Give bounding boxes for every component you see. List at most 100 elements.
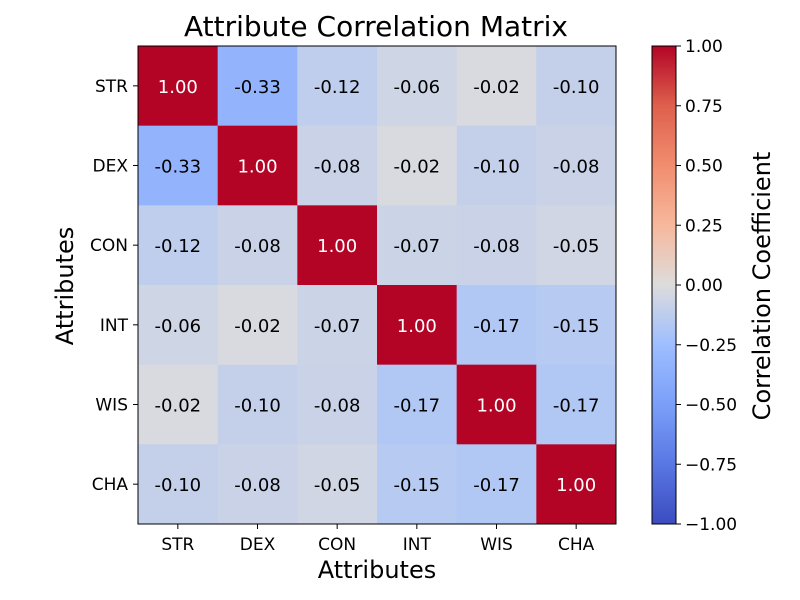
- heatmap-cell: [456, 364, 537, 445]
- colorbar-tick-label: −1.00: [685, 515, 737, 535]
- heatmap-cell-value: 1.00: [237, 157, 277, 178]
- heatmap-cell: [297, 285, 378, 366]
- y-axis-ticks: STR DEX CON INT WIS CHA: [90, 77, 138, 495]
- heatmap-cell-value: -0.12: [314, 77, 361, 98]
- heatmap-cell: [456, 125, 537, 206]
- heatmap-cell-value: -0.05: [314, 475, 361, 496]
- x-tick-label: DEX: [240, 535, 276, 555]
- heatmap-cell-value: -0.10: [155, 475, 202, 496]
- heatmap-cell-value: -0.33: [234, 77, 281, 98]
- heatmap-cell: [377, 285, 458, 366]
- colorbar-tick-label: 0.50: [685, 157, 723, 177]
- heatmap-cell-value: -0.06: [394, 77, 441, 98]
- heatmap-cell: [536, 364, 617, 445]
- heatmap-cell-value: -0.08: [314, 396, 361, 417]
- heatmap-cell: [377, 46, 458, 127]
- heatmap-cell-value: -0.05: [553, 236, 600, 257]
- y-axis-label: Attributes: [51, 227, 79, 345]
- chart-title: Attribute Correlation Matrix: [184, 10, 568, 43]
- heatmap-cell-labels: 1.00 -0.33 -0.12 -0.06 -0.02 -0.10 -0.33 1.00 -0…: [155, 77, 600, 496]
- colorbar-tick-label: 0.00: [685, 276, 723, 296]
- heatmap-cell-value: -0.17: [553, 396, 600, 417]
- colorbar: [651, 45, 677, 525]
- x-tick-label: STR: [161, 535, 194, 555]
- colorbar-ticks: −1.00 −0.75 −0.50 −0.25 0.00 0.25 0.50 0.75 1.00: [676, 37, 737, 535]
- heatmap-cell: [217, 125, 298, 206]
- heatmap-cell-value: 1.00: [476, 396, 516, 417]
- heatmap-cell: [297, 125, 378, 206]
- heatmap-cell-value: 1.00: [556, 475, 596, 496]
- heatmap-cell-value: -0.08: [234, 475, 281, 496]
- heatmap-cell: [456, 285, 537, 366]
- heatmap-cell: [138, 444, 219, 525]
- x-axis-ticks: STR DEX CON INT WIS CHA: [161, 524, 595, 555]
- colorbar-tick-label: −0.25: [685, 336, 737, 356]
- heatmap-cell: [297, 205, 378, 286]
- heatmap-cell-value: -0.17: [473, 316, 520, 337]
- heatmap-cell: [217, 46, 298, 127]
- heatmap-cell: [138, 46, 219, 127]
- heatmap-cell: [297, 46, 378, 127]
- x-tick-label: INT: [403, 535, 432, 555]
- heatmap-cell: [138, 285, 219, 366]
- heatmap-cell: [217, 364, 298, 445]
- heatmap-cell-value: -0.12: [155, 236, 202, 257]
- heatmap-cell-value: -0.02: [473, 77, 520, 98]
- y-tick-label: DEX: [93, 157, 129, 177]
- heatmap-cell-value: -0.07: [314, 316, 361, 337]
- heatmap-cell: [536, 205, 617, 286]
- y-tick-label: CON: [90, 236, 128, 256]
- heatmap-cell-value: -0.10: [473, 157, 520, 178]
- heatmap-cell: [297, 364, 378, 445]
- heatmap-cell: [456, 444, 537, 525]
- heatmap-cell: [377, 444, 458, 525]
- heatmap-cell: [536, 285, 617, 366]
- heatmap-cell: [456, 46, 537, 127]
- heatmap-cell: [217, 444, 298, 525]
- heatmap-cell-value: -0.06: [155, 316, 202, 337]
- heatmap-cell-value: -0.02: [234, 316, 281, 337]
- x-tick-label: WIS: [480, 535, 513, 555]
- heatmap-cell-value: -0.02: [155, 396, 202, 417]
- heatmap-cell: [536, 125, 617, 206]
- colorbar-tick-label: −0.75: [685, 455, 737, 475]
- heatmap-cell: [377, 364, 458, 445]
- heatmap-cell-value: -0.15: [553, 316, 600, 337]
- colorbar-tick-label: 1.00: [685, 37, 723, 57]
- x-tick-label: CON: [318, 535, 356, 555]
- heatmap-cell-value: 1.00: [158, 77, 198, 98]
- colorbar-tick-label: 0.75: [685, 97, 723, 117]
- heatmap-cell: [456, 205, 537, 286]
- heatmap-cells: [138, 46, 617, 525]
- heatmap-cell: [297, 444, 378, 525]
- heatmap-cell-value: -0.08: [234, 236, 281, 257]
- heatmap-cell: [217, 285, 298, 366]
- heatmap-cell: [217, 205, 298, 286]
- heatmap-cell: [138, 205, 219, 286]
- heatmap-cell-value: -0.08: [553, 157, 600, 178]
- heatmap-cell-value: -0.10: [553, 77, 600, 98]
- y-tick-label: STR: [95, 77, 128, 97]
- heatmap-cell: [536, 444, 617, 525]
- colorbar-tick-label: −0.50: [685, 396, 737, 416]
- colorbar-tick-label: 0.25: [685, 216, 723, 236]
- heatmap-cell-value: -0.08: [314, 157, 361, 178]
- x-axis-label: Attributes: [318, 556, 436, 584]
- heatmap-cell-value: -0.17: [394, 396, 441, 417]
- y-tick-label: CHA: [92, 475, 129, 495]
- heatmap-cell-value: -0.02: [394, 157, 441, 178]
- heatmap-cell: [377, 205, 458, 286]
- colorbar-label: Correlation Coefficient: [748, 152, 776, 421]
- heatmap-cell: [138, 125, 219, 206]
- heatmap-cell: [138, 364, 219, 445]
- heatmap-cell-value: 1.00: [317, 236, 357, 257]
- heatmap-cell-value: 1.00: [397, 316, 437, 337]
- heatmap-cell-value: -0.08: [473, 236, 520, 257]
- heatmap-cell-value: -0.07: [394, 236, 441, 257]
- y-tick-label: WIS: [95, 396, 128, 416]
- x-tick-label: CHA: [558, 535, 595, 555]
- heatmap-frame: [137, 45, 617, 525]
- y-tick-label: INT: [100, 316, 129, 336]
- heatmap-cell-value: -0.15: [394, 475, 441, 496]
- heatmap-cell: [377, 125, 458, 206]
